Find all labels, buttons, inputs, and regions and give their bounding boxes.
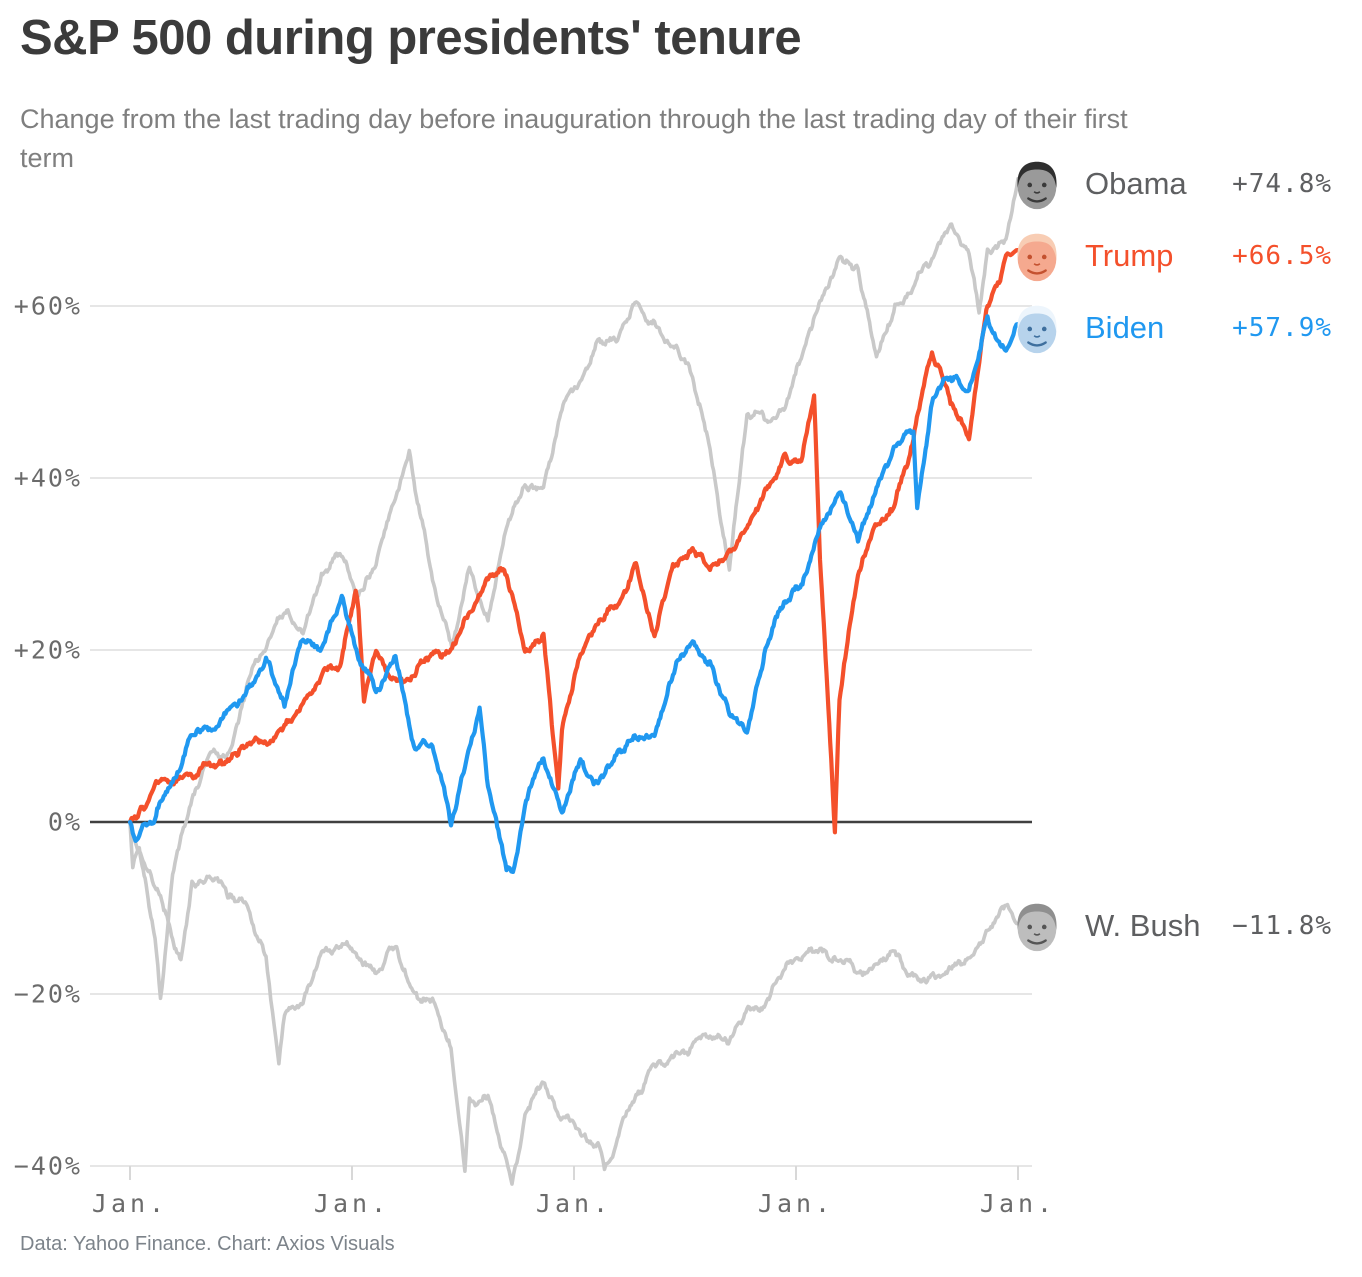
legend-item-wbush: W. Bush −11.8% [1008,896,1332,956]
subtitle-line-2: term [20,143,74,173]
legend-label-biden: Biden [1085,310,1165,345]
chart-subtitle: Change from the last trading day before … [20,100,1128,178]
biden-face-icon [1008,299,1066,357]
svg-text:+20%: +20% [14,636,82,665]
obama-face-icon [1008,155,1066,213]
legend-item-trump: Trump +66.5% [1008,226,1332,286]
svg-text:−40%: −40% [14,1152,82,1181]
legend-label-wbush: W. Bush [1085,908,1201,943]
svg-text:Jan.: Jan. [980,1189,1056,1218]
legend-item-obama: Obama +74.8% [1008,154,1332,214]
trump-face-icon [1008,227,1066,285]
legend-label-obama: Obama [1085,166,1187,201]
svg-text:Jan.: Jan. [536,1189,612,1218]
svg-text:+40%: +40% [14,464,82,493]
svg-text:0%: 0% [48,808,82,837]
legend-value-wbush: −11.8% [1232,911,1332,941]
svg-text:Jan.: Jan. [758,1189,834,1218]
svg-text:Jan.: Jan. [314,1189,390,1218]
page-title: S&P 500 during presidents' tenure [20,11,802,65]
legend-label-trump: Trump [1085,238,1174,273]
legend-value-obama: +74.8% [1232,169,1332,199]
source-note: Data: Yahoo Finance. Chart: Axios Visual… [20,1233,395,1255]
svg-text:Jan.: Jan. [92,1189,168,1218]
legend-item-biden: Biden +57.9% [1008,298,1332,358]
subtitle-line-1: Change from the last trading day before … [20,104,1128,134]
wbush-face-icon [1008,897,1066,955]
legend-value-biden: +57.9% [1232,313,1332,343]
svg-text:−20%: −20% [14,980,82,1009]
svg-text:+60%: +60% [14,292,82,321]
legend-value-trump: +66.5% [1232,241,1332,271]
